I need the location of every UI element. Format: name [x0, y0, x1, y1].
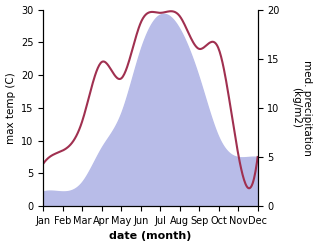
Y-axis label: max temp (C): max temp (C)	[5, 72, 16, 144]
X-axis label: date (month): date (month)	[109, 231, 192, 242]
Y-axis label: med. precipitation
(kg/m2): med. precipitation (kg/m2)	[291, 60, 313, 156]
